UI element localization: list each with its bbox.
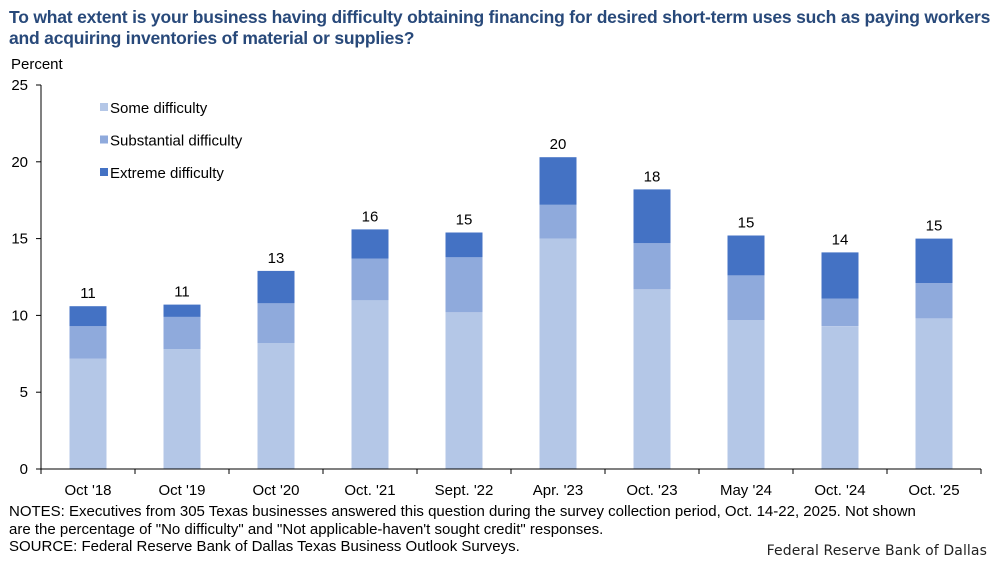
y-tick-label: 20: [11, 154, 28, 171]
data-label-total: 15: [738, 215, 755, 232]
data-label-total: 13: [268, 250, 285, 267]
bars-group: 11 11 13 16 15 20 18 15 14 15: [69, 136, 953, 469]
legend: Some difficulty Substantial difficulty Ext…: [100, 100, 243, 182]
bar-segment-substantial-difficulty: [163, 316, 201, 350]
y-tick-label: 5: [20, 384, 28, 401]
legend-swatch-some-difficulty: [100, 103, 108, 111]
bar-segment-some-difficulty: [821, 326, 859, 469]
bar-segment-some-difficulty: [727, 320, 765, 469]
bar-segment-substantial-difficulty: [69, 326, 107, 359]
bar-segment-extreme-difficulty: [163, 304, 201, 317]
y-axis-label: Percent: [11, 56, 63, 73]
bar-segment-substantial-difficulty: [915, 283, 953, 319]
data-label-total: 15: [926, 218, 943, 235]
bar-segment-extreme-difficulty: [633, 189, 671, 244]
bar-segment-some-difficulty: [69, 358, 107, 469]
notes: NOTES: Executives from 305 Texas busines…: [9, 503, 994, 556]
data-label-total: 15: [456, 212, 473, 229]
x-tick-label: Oct. '25: [908, 482, 959, 499]
credit-label: Federal Reserve Bank of Dallas: [766, 543, 987, 559]
bar-segment-substantial-difficulty: [727, 275, 765, 320]
bar-segment-some-difficulty: [351, 300, 389, 469]
legend-label: Substantial difficulty: [110, 133, 243, 150]
x-tick-label: Oct '18: [64, 482, 111, 499]
bar-segment-substantial-difficulty: [351, 258, 389, 301]
y-tick-label: 10: [11, 307, 28, 324]
chart-title: To what extent is your business having d…: [9, 7, 991, 48]
bar-segment-extreme-difficulty: [821, 252, 859, 299]
source-line: SOURCE: Federal Reserve Bank of Dallas T…: [9, 538, 520, 555]
bar-segment-substantial-difficulty: [821, 298, 859, 327]
axes-group: Oct '18 Oct '19 Oct '20 Oct. '21 Sept. '22 Ap…: [11, 77, 982, 499]
y-tick-label: 25: [11, 77, 28, 94]
bar-segment-extreme-difficulty: [539, 157, 577, 205]
y-tick-label: 15: [11, 231, 28, 248]
bar-segment-extreme-difficulty: [445, 232, 483, 258]
data-label-total: 20: [550, 136, 567, 153]
data-label-total: 14: [832, 231, 849, 248]
bar-segment-some-difficulty: [915, 318, 953, 469]
x-tick-label: Oct. '24: [814, 482, 865, 499]
data-label-total: 16: [362, 208, 379, 225]
bar-segment-substantial-difficulty: [257, 303, 295, 343]
data-label-total: 18: [644, 168, 661, 185]
bar-segment-extreme-difficulty: [915, 238, 953, 284]
x-tick-label: Sept. '22: [435, 482, 494, 499]
x-tick-label: Oct. '23: [626, 482, 677, 499]
bar-segment-some-difficulty: [539, 238, 577, 469]
bar-segment-extreme-difficulty: [727, 235, 765, 276]
legend-swatch-extreme-difficulty: [100, 168, 108, 176]
bar-segment-some-difficulty: [633, 289, 671, 469]
bar-segment-substantial-difficulty: [633, 243, 671, 290]
notes-line-1: NOTES: Executives from 305 Texas busines…: [9, 503, 916, 520]
legend-swatch-substantial-difficulty: [100, 135, 108, 144]
x-tick-label: Apr. '23: [533, 482, 583, 499]
data-label-total: 11: [174, 284, 190, 301]
x-tick-label: Oct '19: [158, 482, 205, 499]
data-label-total: 11: [80, 285, 96, 302]
bar-segment-some-difficulty: [163, 349, 201, 469]
x-tick-label: Oct '20: [252, 482, 299, 499]
bar-segment-extreme-difficulty: [69, 306, 107, 327]
bar-segment-substantial-difficulty: [445, 257, 483, 313]
legend-label: Extreme difficulty: [110, 165, 224, 182]
notes-line-2: are the percentage of "No difficulty" an…: [9, 520, 604, 538]
legend-label: Some difficulty: [110, 100, 208, 117]
bar-segment-some-difficulty: [257, 343, 295, 469]
x-tick-label: May '24: [720, 482, 772, 499]
bar-segment-extreme-difficulty: [351, 229, 389, 259]
bar-segment-some-difficulty: [445, 312, 483, 469]
y-tick-label: 0: [20, 461, 28, 478]
bar-segment-extreme-difficulty: [257, 270, 295, 304]
bar-segment-substantial-difficulty: [539, 204, 577, 239]
x-tick-label: Oct. '21: [344, 482, 395, 499]
